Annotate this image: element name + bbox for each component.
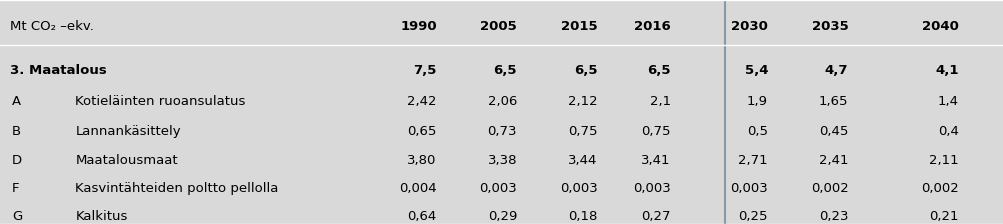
Text: G: G [12, 210, 22, 223]
Text: 1,9: 1,9 [746, 95, 767, 108]
Text: B: B [12, 125, 21, 138]
Text: 0,18: 0,18 [568, 210, 597, 223]
Text: 7,5: 7,5 [413, 64, 436, 77]
Text: 1,65: 1,65 [818, 95, 848, 108]
Text: 2030: 2030 [730, 20, 767, 33]
Text: 0,003: 0,003 [559, 182, 597, 195]
Text: F: F [12, 182, 19, 195]
Text: 2,42: 2,42 [407, 95, 436, 108]
Text: 5,4: 5,4 [744, 64, 767, 77]
Text: 0,003: 0,003 [729, 182, 767, 195]
Text: 3. Maatalous: 3. Maatalous [10, 64, 106, 77]
Text: D: D [12, 154, 22, 167]
Text: 3,41: 3,41 [641, 154, 670, 167]
Text: Maatalousmaat: Maatalousmaat [75, 154, 178, 167]
Text: 0,64: 0,64 [407, 210, 436, 223]
Text: 2015: 2015 [561, 20, 597, 33]
Text: 2016: 2016 [633, 20, 670, 33]
Text: 0,27: 0,27 [641, 210, 670, 223]
Text: 0,65: 0,65 [407, 125, 436, 138]
Text: 2005: 2005 [479, 20, 517, 33]
Text: 4,1: 4,1 [935, 64, 958, 77]
Text: A: A [12, 95, 21, 108]
Text: Lannankäsittely: Lannankäsittely [75, 125, 181, 138]
Text: 0,4: 0,4 [937, 125, 958, 138]
Text: 3,38: 3,38 [487, 154, 517, 167]
Text: 0,45: 0,45 [818, 125, 848, 138]
Text: 2,12: 2,12 [567, 95, 597, 108]
Text: 2,41: 2,41 [818, 154, 848, 167]
Text: Kotieläinten ruoansulatus: Kotieläinten ruoansulatus [75, 95, 246, 108]
Text: 0,25: 0,25 [738, 210, 767, 223]
Text: 2,11: 2,11 [928, 154, 958, 167]
Text: 4,7: 4,7 [824, 64, 848, 77]
Text: 1990: 1990 [400, 20, 436, 33]
Text: 0,73: 0,73 [487, 125, 517, 138]
Text: 6,5: 6,5 [493, 64, 517, 77]
Text: 0,003: 0,003 [478, 182, 517, 195]
Text: 3,80: 3,80 [407, 154, 436, 167]
Text: 2035: 2035 [810, 20, 848, 33]
Text: 0,002: 0,002 [920, 182, 958, 195]
Text: 0,21: 0,21 [929, 210, 958, 223]
Text: 2,06: 2,06 [487, 95, 517, 108]
Text: 6,5: 6,5 [647, 64, 670, 77]
Text: 0,29: 0,29 [487, 210, 517, 223]
Text: Kalkitus: Kalkitus [75, 210, 127, 223]
Text: 1,4: 1,4 [937, 95, 958, 108]
Text: 0,75: 0,75 [641, 125, 670, 138]
Text: Kasvintähteiden poltto pellolla: Kasvintähteiden poltto pellolla [75, 182, 279, 195]
Text: 6,5: 6,5 [574, 64, 597, 77]
Text: 2,71: 2,71 [737, 154, 767, 167]
Text: 3,44: 3,44 [568, 154, 597, 167]
Text: 2,1: 2,1 [649, 95, 670, 108]
Text: 0,23: 0,23 [818, 210, 848, 223]
Text: 0,5: 0,5 [746, 125, 767, 138]
Text: Mt CO₂ –ekv.: Mt CO₂ –ekv. [10, 20, 94, 33]
Text: 2040: 2040 [921, 20, 958, 33]
Text: 0,003: 0,003 [632, 182, 670, 195]
Text: 0,75: 0,75 [568, 125, 597, 138]
Text: 0,002: 0,002 [809, 182, 848, 195]
Text: 0,004: 0,004 [399, 182, 436, 195]
